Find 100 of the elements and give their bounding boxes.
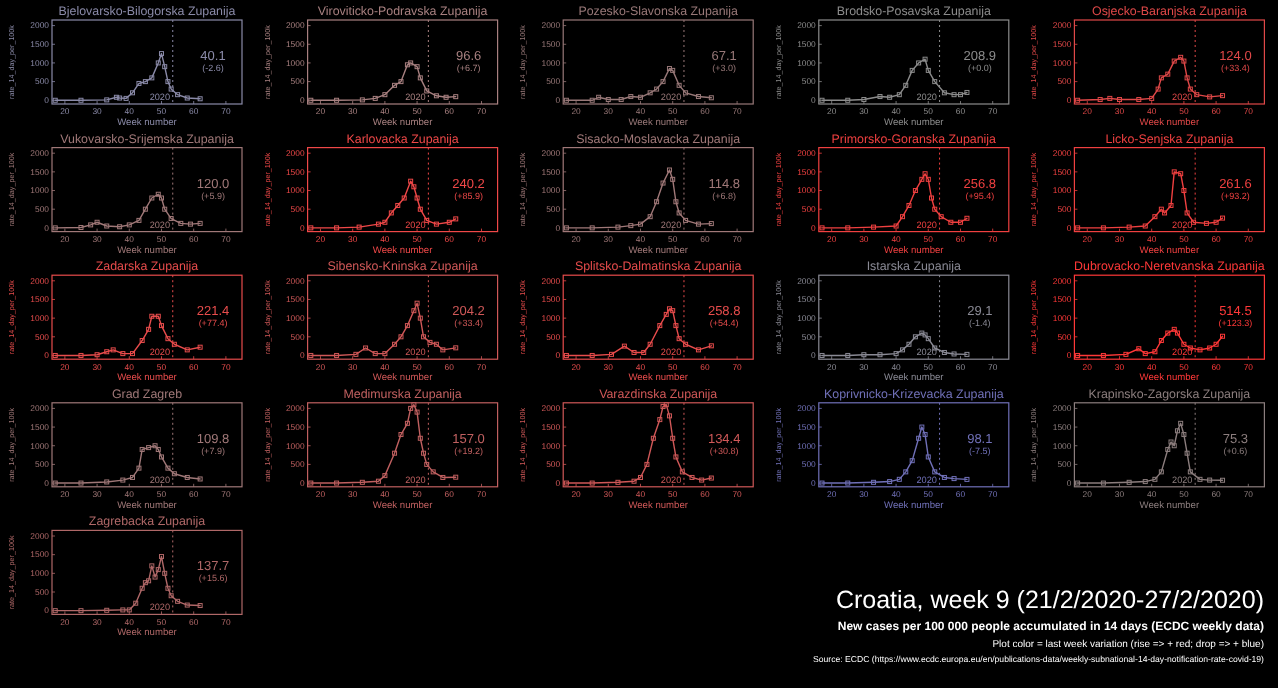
- point: [187, 221, 193, 227]
- point: [443, 94, 449, 100]
- point: [1126, 479, 1132, 485]
- point: [142, 79, 148, 85]
- point: [1136, 97, 1142, 103]
- point: [1152, 349, 1158, 355]
- point: [861, 352, 867, 358]
- point: [951, 351, 957, 357]
- point: [657, 417, 663, 423]
- point: [197, 220, 203, 226]
- point: [909, 458, 915, 464]
- point: [356, 224, 362, 230]
- point: [903, 82, 909, 88]
- point: [130, 90, 136, 96]
- point: [104, 223, 110, 229]
- point: [925, 176, 931, 182]
- point: [695, 347, 701, 353]
- point: [916, 60, 922, 66]
- point: [334, 97, 340, 103]
- point: [906, 341, 912, 347]
- point: [641, 349, 647, 355]
- point: [130, 474, 136, 480]
- point: [887, 479, 893, 485]
- point: [912, 188, 918, 194]
- point: [654, 199, 660, 205]
- point: [162, 570, 168, 576]
- point: [94, 219, 100, 225]
- point: [951, 476, 957, 482]
- point: [1203, 220, 1209, 226]
- point: [1178, 171, 1184, 177]
- point: [433, 221, 439, 227]
- point: [78, 480, 84, 486]
- point: [683, 90, 689, 96]
- point: [925, 336, 931, 342]
- point: [1155, 86, 1161, 92]
- point: [142, 206, 148, 212]
- point: [676, 336, 682, 342]
- point: [155, 313, 161, 319]
- point: [184, 474, 190, 480]
- point: [657, 323, 663, 329]
- point: [877, 352, 883, 358]
- point: [708, 95, 714, 101]
- point: [893, 223, 899, 229]
- point: [453, 94, 459, 100]
- point: [893, 351, 899, 357]
- point: [104, 97, 110, 103]
- point: [637, 474, 643, 480]
- point: [925, 67, 931, 73]
- point: [136, 80, 142, 86]
- point: [1168, 202, 1174, 208]
- point: [964, 89, 970, 95]
- point: [168, 593, 174, 599]
- point: [78, 224, 84, 230]
- point: [699, 477, 705, 483]
- point: [120, 351, 126, 357]
- point: [334, 480, 340, 486]
- point: [1149, 95, 1155, 101]
- point: [197, 603, 203, 609]
- point: [663, 402, 669, 408]
- point: [1184, 450, 1190, 456]
- point: [964, 215, 970, 221]
- point: [912, 334, 918, 340]
- point: [165, 465, 171, 471]
- point: [165, 79, 171, 85]
- point: [673, 323, 679, 329]
- point: [906, 202, 912, 208]
- point: [162, 64, 168, 70]
- point: [104, 479, 110, 485]
- point: [149, 563, 155, 569]
- point: [670, 435, 676, 441]
- point: [120, 607, 126, 613]
- point: [1181, 188, 1187, 194]
- point: [1187, 86, 1193, 92]
- point: [922, 56, 928, 62]
- point: [1220, 93, 1226, 99]
- point: [887, 94, 893, 100]
- point: [136, 465, 142, 471]
- point: [1100, 225, 1106, 231]
- point: [158, 323, 164, 329]
- point: [1165, 446, 1171, 452]
- point: [149, 195, 155, 201]
- text: Croatia, week 9 (21/2/2020-27/2/2020): [835, 586, 1264, 614]
- point: [1197, 347, 1203, 353]
- point: [372, 95, 378, 101]
- point: [957, 92, 963, 98]
- point: [1100, 352, 1106, 358]
- point: [1142, 223, 1148, 229]
- point: [168, 216, 174, 222]
- point: [162, 206, 168, 212]
- point: [395, 202, 401, 208]
- point: [951, 92, 957, 98]
- point: [919, 176, 925, 182]
- point: [178, 220, 184, 226]
- point: [414, 195, 420, 201]
- point: [900, 347, 906, 353]
- point: [1207, 94, 1213, 100]
- point: [414, 409, 420, 415]
- point: [404, 323, 410, 329]
- point: [1220, 477, 1226, 483]
- point: [1126, 224, 1132, 230]
